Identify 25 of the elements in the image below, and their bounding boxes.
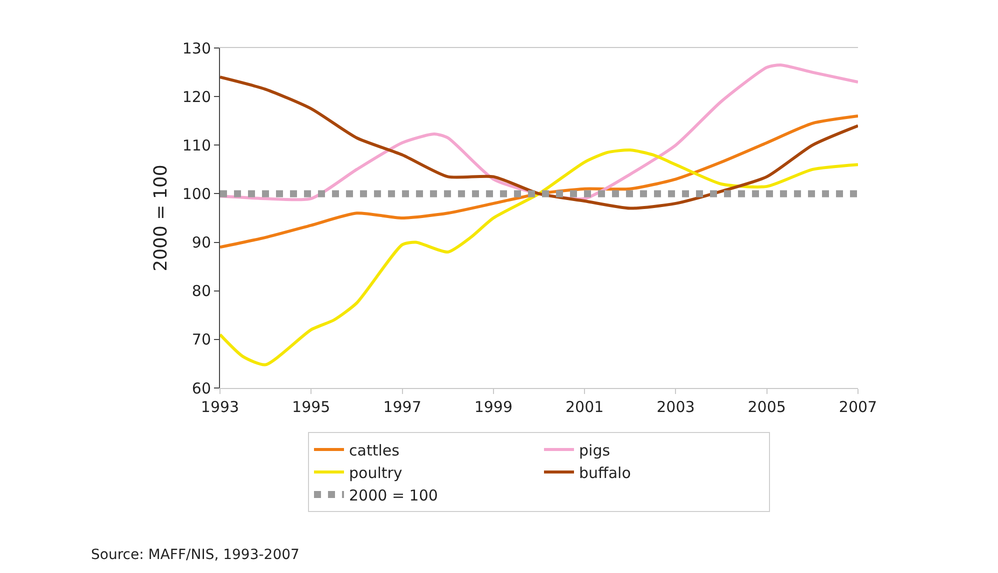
x-tick-label: 2007 bbox=[838, 398, 878, 416]
legend-label: pigs bbox=[579, 441, 610, 460]
y-tick-label: 60 bbox=[192, 379, 211, 398]
x-tick-label: 1995 bbox=[292, 398, 330, 416]
y-tick-label: 80 bbox=[192, 282, 211, 300]
x-tick-label: 2005 bbox=[748, 398, 786, 416]
legend-label: 2000 = 100 bbox=[349, 486, 438, 504]
x-tick-label: 2001 bbox=[565, 398, 604, 416]
legend-label: buffalo bbox=[579, 464, 631, 482]
y-tick-label: 120 bbox=[182, 88, 211, 106]
legend-label: cattles bbox=[349, 441, 400, 460]
legend-label: poultry bbox=[349, 464, 402, 482]
x-tick-label: 1993 bbox=[200, 398, 240, 416]
y-axis-title: 2000 = 100 bbox=[150, 164, 172, 272]
source-note: Source: MAFF/NIS, 1993-2007 bbox=[91, 547, 300, 563]
x-tick-label: 2003 bbox=[656, 398, 695, 416]
x-tick-label: 1999 bbox=[474, 398, 513, 416]
y-tick-label: 100 bbox=[182, 184, 211, 203]
line-series bbox=[220, 114, 858, 249]
x-tick-label: 1997 bbox=[383, 398, 422, 416]
y-tick-label: 90 bbox=[192, 234, 211, 252]
y-tick-label: 70 bbox=[192, 330, 211, 349]
line-series bbox=[220, 148, 858, 366]
y-tick-label: 110 bbox=[182, 136, 211, 154]
y-tick-label: 130 bbox=[182, 39, 211, 58]
